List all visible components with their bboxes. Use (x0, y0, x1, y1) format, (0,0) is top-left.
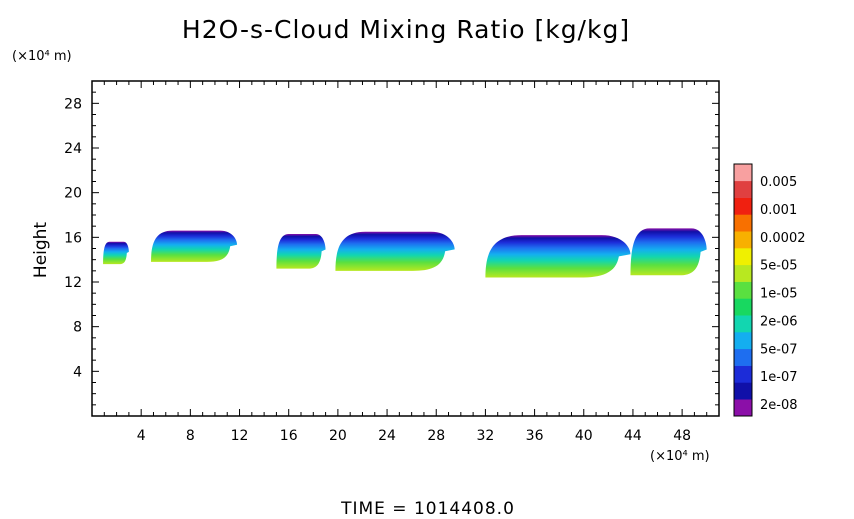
colorbar-swatch (734, 281, 752, 299)
colorbar-label: 0.005 (760, 175, 797, 190)
colorbar-label: 0.0002 (760, 231, 806, 246)
colorbar-swatch (734, 214, 752, 232)
axis-ticks (92, 81, 719, 416)
x-tick-label: 12 (231, 428, 249, 444)
cloud-layer-4 (335, 231, 455, 271)
cloud-layer-6 (630, 228, 707, 276)
colorbar-swatch (734, 315, 752, 333)
x-tick-label: 8 (186, 428, 195, 444)
x-tick-label: 16 (280, 428, 298, 444)
x-tick-label: 48 (673, 428, 691, 444)
y-tick-label: 24 (64, 141, 82, 157)
colorbar-swatch (734, 197, 752, 215)
colorbar-swatch (734, 399, 752, 417)
colorbar-swatch (734, 332, 752, 350)
x-tick-label: 40 (575, 428, 593, 444)
colorbar-swatch (734, 348, 752, 366)
x-tick-label: 32 (476, 428, 494, 444)
y-tick-label: 20 (64, 186, 82, 202)
y-tick-label: 8 (73, 320, 82, 336)
x-tick-labels: 4 8 12 16 20 24 28 32 36 40 44 48 (137, 428, 691, 444)
y-unit-label: (×10⁴ m) (12, 49, 72, 64)
colorbar-label: 5e-05 (760, 259, 798, 274)
colorbar-swatch (734, 382, 752, 400)
y-axis-title: Height (31, 222, 51, 279)
y-tick-label: 28 (64, 96, 82, 112)
cloud-layer-5 (485, 235, 631, 278)
colorbar-label: 1e-05 (760, 287, 798, 302)
y-tick-label: 12 (64, 275, 82, 291)
x-tick-label: 36 (526, 428, 544, 444)
colorbar-label: 1e-07 (760, 370, 798, 385)
x-tick-label: 28 (427, 428, 445, 444)
colorbar-swatch (734, 365, 752, 383)
cloud-layer-3 (276, 233, 326, 269)
colorbar-label: 0.001 (760, 203, 797, 218)
x-unit-label: (×10⁴ m) (650, 449, 710, 464)
y-tick-label: 4 (73, 364, 82, 380)
colorbar (733, 163, 753, 417)
x-tick-label: 44 (624, 428, 642, 444)
y-tick-label: 16 (64, 230, 82, 246)
x-tick-label: 4 (137, 428, 146, 444)
colorbar-swatch (734, 298, 752, 316)
cloud-layer-1 (103, 241, 129, 265)
chart-title: H2O-s-Cloud Mixing Ratio [kg/kg] (182, 15, 630, 44)
colorbar-frame (733, 163, 753, 417)
colorbar-swatch (734, 264, 752, 282)
x-tick-label: 24 (378, 428, 396, 444)
colorbar-swatch (734, 164, 752, 182)
colorbar-labels: 0.005 0.001 0.0002 5e-05 1e-05 2e-06 5e-07 1e-0… (760, 175, 806, 413)
x-tick-label: 20 (329, 428, 347, 444)
colorbar-swatch (734, 248, 752, 266)
colorbar-label: 2e-06 (760, 314, 798, 329)
colorbar-swatch (734, 231, 752, 249)
colorbar-label: 5e-07 (760, 342, 798, 357)
time-label: TIME = 1014408.0 (340, 499, 515, 519)
cloud-layer-2 (151, 230, 238, 262)
y-tick-labels: 4 8 12 16 20 24 28 (64, 96, 82, 380)
colorbar-label: 2e-08 (760, 398, 798, 413)
cloud-field (103, 228, 707, 278)
colorbar-swatch (734, 180, 752, 198)
